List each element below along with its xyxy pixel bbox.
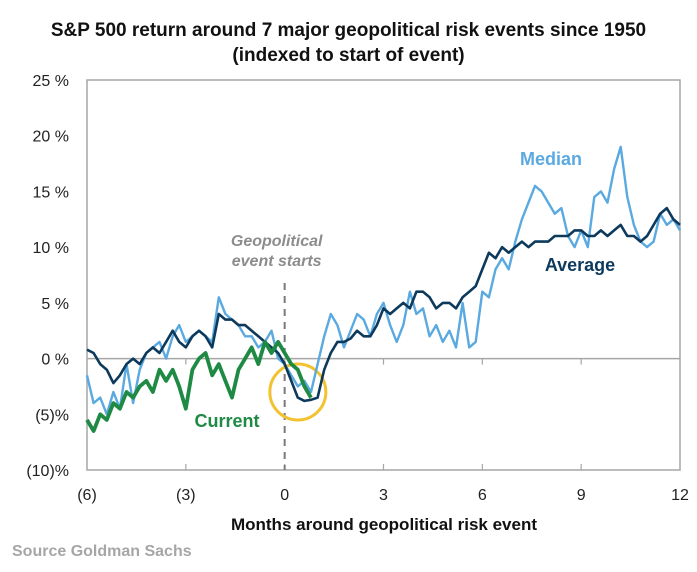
chart-title-line1: S&P 500 return around 7 major geopolitic… (50, 20, 647, 41)
x-tick-label: 6 (478, 487, 487, 504)
x-tick-label: 0 (280, 487, 289, 504)
y-tick-label: 10 % (33, 240, 69, 257)
x-axis-ticks: (6) (3) 0 3 6 9 12 (77, 358, 689, 504)
series-labels: Median Average Current (194, 149, 615, 431)
series-label-current: Current (194, 411, 259, 431)
x-tick-label: 9 (577, 487, 586, 504)
y-axis-ticks: 25 % 20 % 15 % 10 % 5 % 0 % (5)% (10)% (26, 73, 69, 480)
y-tick-label: 0 % (41, 352, 69, 369)
x-tick-label: (6) (77, 487, 97, 504)
y-tick-label: 20 % (33, 129, 69, 146)
source-note: Source Goldman Sachs (12, 543, 192, 560)
y-tick-label: 15 % (33, 184, 69, 201)
event-start-annotation: event starts (232, 253, 322, 270)
y-tick-label: (5)% (35, 407, 69, 424)
series-lines (85, 145, 682, 433)
annotations: Geopolitical event starts (231, 233, 328, 470)
axes (86, 79, 681, 471)
event-start-annotation: Geopolitical (231, 233, 323, 250)
y-tick-label: 25 % (33, 73, 69, 90)
plot-frame (86, 79, 681, 471)
x-tick-label: 3 (379, 487, 388, 504)
highlight-circle (268, 362, 328, 422)
series-label-average: Average (545, 255, 615, 275)
chart-title: S&P 500 return around 7 major geopolitic… (0, 18, 697, 68)
series-line-average (86, 206, 681, 403)
chart-subtitle: (indexed to start of event) (232, 45, 465, 66)
x-tick-label: (3) (176, 487, 196, 504)
series-label-median: Median (520, 149, 582, 169)
y-tick-label: 5 % (41, 296, 69, 313)
x-tick-label: 12 (671, 487, 689, 504)
series-line-current (85, 339, 313, 433)
x-axis-label: Months around geopolitical risk event (231, 515, 537, 534)
y-tick-label: (10)% (26, 463, 69, 480)
